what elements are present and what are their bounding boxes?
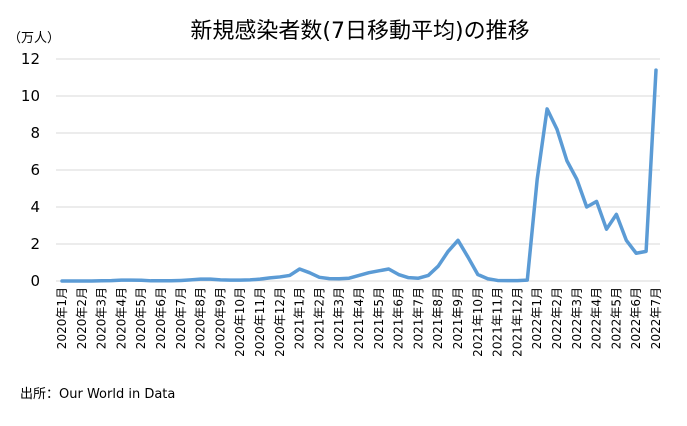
x-tick-label: 2021年2月 bbox=[312, 287, 326, 349]
x-tick-label: 2022年7月 bbox=[649, 287, 663, 349]
x-tick-label: 2020年9月 bbox=[213, 287, 227, 349]
x-tick-label: 2021年12月 bbox=[510, 287, 524, 357]
x-tick-label: 2020年11月 bbox=[253, 287, 267, 357]
x-tick-label: 2022年4月 bbox=[590, 287, 604, 349]
x-tick-label: 2020年2月 bbox=[75, 287, 89, 349]
x-tick-label: 2021年9月 bbox=[451, 287, 465, 349]
x-tick-label: 2021年3月 bbox=[332, 287, 346, 349]
y-tick-label: 0 bbox=[30, 272, 40, 290]
x-tick-label: 2020年7月 bbox=[174, 287, 188, 349]
x-tick-label: 2020年8月 bbox=[194, 287, 208, 349]
x-tick-label: 2021年11月 bbox=[491, 287, 505, 357]
y-tick-label: 12 bbox=[21, 50, 40, 68]
x-tick-label: 2020年10月 bbox=[233, 287, 247, 357]
x-tick-label: 2020年12月 bbox=[273, 287, 287, 357]
x-tick-label: 2020年6月 bbox=[154, 287, 168, 349]
y-tick-label: 2 bbox=[30, 235, 40, 253]
x-tick-label: 2022年2月 bbox=[550, 287, 564, 349]
y-unit: （万人） bbox=[8, 31, 60, 46]
x-tick-label: 2022年3月 bbox=[570, 287, 584, 349]
y-tick-label: 6 bbox=[30, 161, 40, 179]
source: 出所：Our World in Data bbox=[20, 387, 175, 402]
x-tick-label: 2022年1月 bbox=[530, 287, 544, 349]
y-tick-label: 8 bbox=[30, 124, 40, 142]
x-tick-label: 2022年5月 bbox=[609, 287, 623, 349]
x-tick-label: 2020年4月 bbox=[114, 287, 128, 349]
x-tick-label: 2020年3月 bbox=[95, 287, 109, 349]
x-tick-label: 2021年5月 bbox=[372, 287, 386, 349]
x-tick-label: 2021年1月 bbox=[293, 287, 307, 349]
x-tick-label: 2021年8月 bbox=[431, 287, 445, 349]
x-tick-label: 2020年1月 bbox=[55, 287, 69, 349]
chart-title: 新規感染者数(7日移動平均)の推移 bbox=[190, 19, 529, 44]
y-tick-label: 10 bbox=[21, 87, 40, 105]
x-tick-label: 2022年6月 bbox=[629, 287, 643, 349]
x-tick-label: 2021年6月 bbox=[392, 287, 406, 349]
x-tick-label: 2021年7月 bbox=[411, 287, 425, 349]
x-tick-label: 2021年10月 bbox=[471, 287, 485, 357]
y-tick-label: 4 bbox=[30, 198, 40, 216]
x-tick-label: 2021年4月 bbox=[352, 287, 366, 349]
x-tick-label: 2020年5月 bbox=[134, 287, 148, 349]
line bbox=[60, 68, 658, 283]
